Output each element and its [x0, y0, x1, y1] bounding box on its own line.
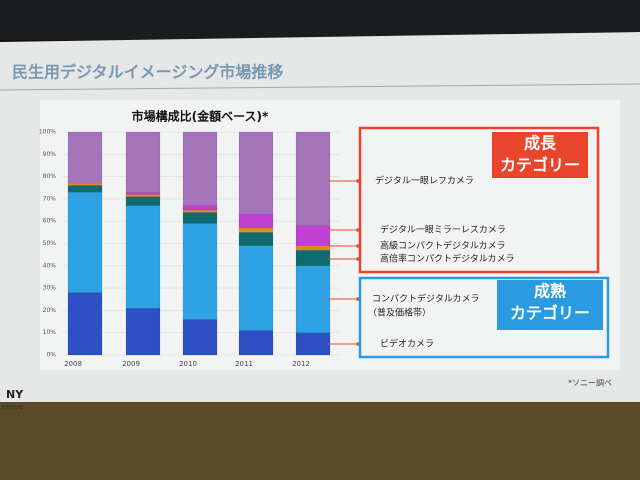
bar-segment [182, 209, 218, 213]
y-tick-label: 50% [43, 240, 57, 247]
x-tick-label: 2009 [122, 360, 140, 368]
group-label-box [492, 132, 588, 178]
group-box [358, 126, 600, 274]
background-top [0, 0, 640, 40]
title-rule [0, 83, 640, 91]
legend-note: （普及価格帯） [368, 307, 431, 319]
bar-segment [125, 196, 161, 206]
bar-segment [67, 185, 103, 193]
group-box [358, 276, 610, 359]
bar-segment [238, 214, 274, 229]
y-tick-label: 10% [43, 329, 57, 336]
legend-label: ビデオカメラ [380, 338, 434, 350]
x-tick-label: 2011 [235, 360, 253, 368]
bar-segment [295, 265, 331, 333]
bar-segment [238, 245, 274, 331]
chart: 0% 10% 20% 30% 40% 50% 60% 70% 80% 90% 100% 2008 200… [39, 126, 610, 368]
group-label: 成熟 [534, 282, 566, 301]
bar-segment [295, 249, 331, 267]
bar-segment [125, 205, 161, 309]
bar-segment [238, 330, 274, 356]
bar-segment [238, 131, 274, 215]
bar-segment [67, 191, 103, 293]
bar-segment [182, 319, 218, 356]
bar-segment [125, 191, 161, 195]
y-tick-label: 100% [39, 129, 56, 136]
background-bottom [0, 402, 640, 480]
legend-label: コンパクトデジタルカメラ [372, 293, 480, 305]
y-tick-label: 90% [43, 151, 57, 158]
footnote: *ソニー調べ [568, 378, 612, 388]
bar-segment [67, 292, 103, 356]
bar-segment [295, 332, 331, 356]
legend-label: 高級コンパクトデジタルカメラ [380, 240, 506, 252]
bar-segment [295, 245, 331, 251]
bar-segment [182, 212, 218, 224]
bar-segment [67, 131, 103, 184]
group-label-box [497, 280, 603, 330]
bar-segment [125, 194, 161, 197]
y-tick-label: 30% [43, 285, 57, 292]
bar-segment [125, 131, 161, 193]
bar-segment [238, 232, 274, 246]
y-tick-label: 80% [43, 173, 57, 180]
legend-label: 高倍率コンパクトデジタルカメラ [380, 253, 515, 265]
x-tick-label: 2010 [179, 360, 197, 368]
bar-segment [182, 205, 218, 211]
legend-label: デジタル一眼ミラーレスカメラ [380, 224, 506, 236]
bar-segment [182, 131, 218, 206]
bar-segment [182, 223, 218, 320]
logo-tagline: elieve [2, 403, 23, 411]
y-tick-label: 20% [43, 307, 57, 314]
chart-title: 市場構成比(金額ベース)* [132, 109, 269, 124]
group-label: カテゴリー [500, 156, 580, 175]
group-label: カテゴリー [510, 304, 590, 323]
bar-segment [295, 225, 331, 246]
bar-segment [295, 131, 331, 226]
group-label: 成長 [524, 134, 557, 153]
bar-segment [67, 183, 103, 186]
y-tick-label: 60% [43, 218, 57, 225]
bar-segment [125, 307, 161, 356]
x-tick-label: 2008 [64, 360, 82, 368]
y-tick-label: 70% [43, 195, 57, 202]
y-tick-label: 40% [43, 262, 57, 269]
slide-title: 民生用デジタルイメージング市場推移 [12, 63, 283, 82]
x-tick-label: 2012 [292, 360, 310, 368]
bar-segment [238, 227, 274, 233]
legend-label: デジタル一眼レフカメラ [375, 175, 474, 187]
logo: NY [6, 388, 24, 401]
y-tick-label: 0% [46, 352, 56, 359]
